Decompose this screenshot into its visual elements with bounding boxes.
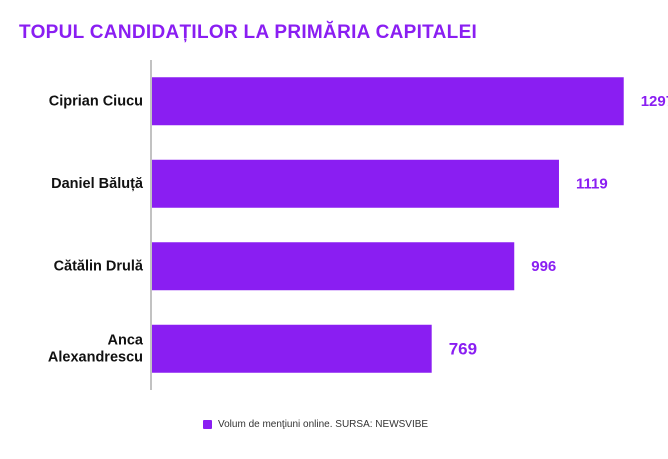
category-label-2: Daniel Băluță [51, 176, 144, 192]
bar-3 [152, 242, 515, 291]
category-label-line: Daniel Băluță [51, 176, 144, 192]
category-label-line: Cătălin Drulă [54, 258, 144, 274]
category-label-line: Anca [108, 332, 144, 348]
bar-value-label-4: 769 [449, 339, 477, 358]
bar-4 [152, 324, 432, 373]
chart-title: TOPUL CANDIDAȚILOR LA PRIMĂRIA CAPITALEI [19, 22, 478, 43]
bar-1 [152, 77, 624, 126]
category-label-4: Anca Alexandrescu [48, 332, 144, 365]
category-label-line: Ciprian Ciucu [49, 93, 143, 109]
category-label-1: Ciprian Ciucu [49, 93, 143, 109]
bar-value-label-2: 1119 [576, 175, 608, 192]
bar-2 [152, 159, 559, 208]
bar-value-label-3: 996 [531, 258, 556, 275]
category-label-3: Cătălin Drulă [54, 258, 144, 274]
bars-group: 1297 Ciprian Ciucu 1119 Daniel Băluță 996 Căt… [48, 77, 668, 373]
legend: Volum de menţiuni online. SURSA: NEWSVIB… [203, 419, 428, 430]
category-label-line: Alexandrescu [48, 349, 143, 365]
legend-label: Volum de menţiuni online. SURSA: NEWSVIB… [218, 419, 429, 430]
bar-value-label-1: 1297 [641, 93, 668, 110]
legend-swatch [203, 420, 212, 429]
